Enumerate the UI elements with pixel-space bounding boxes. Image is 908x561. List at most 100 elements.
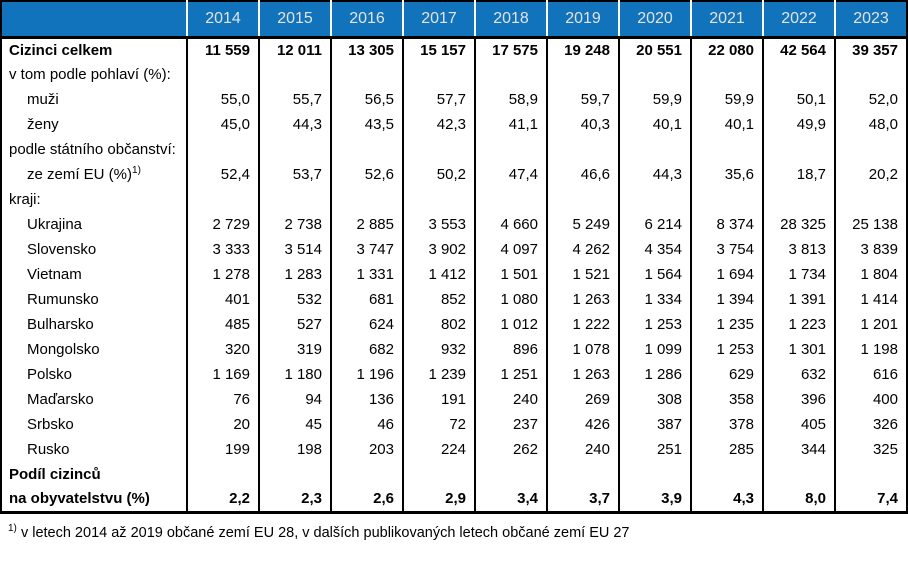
year-header: 2019: [546, 1, 619, 39]
table-row: podle státního občanství:: [1, 137, 907, 162]
cell-value: 19 248: [546, 37, 619, 62]
cell-value: [330, 137, 403, 162]
cell-value: 3,4: [474, 487, 547, 512]
cell-value: 1 263: [546, 362, 619, 387]
cell-value: 199: [186, 437, 259, 462]
cell-value: 4 262: [546, 237, 619, 262]
cell-value: 3 754: [690, 237, 763, 262]
cell-value: 3 902: [402, 237, 475, 262]
cell-value: 20,2: [834, 162, 907, 187]
cell-value: 1 198: [834, 337, 907, 362]
cell-value: 1 012: [474, 312, 547, 337]
table-row: Maďarsko 76 94 136 191 240 269 308 358 396 400: [1, 387, 907, 412]
table-row: ze zemí EU (%)1) 52,4 53,7 52,6 50,2 47,4 46,6…: [1, 162, 907, 187]
cell-value: 191: [402, 387, 475, 412]
cell-value: 1 235: [690, 312, 763, 337]
cell-value: 4 097: [474, 237, 547, 262]
footnote-marker: 1): [8, 522, 17, 534]
cell-value: 15 157: [402, 37, 475, 62]
table-row: Polsko 1 169 1 180 1 196 1 239 1 251 1 263 1 28…: [1, 362, 907, 387]
cell-value: 11 559: [186, 37, 259, 62]
cell-value: 240: [474, 387, 547, 412]
cell-value: 320: [186, 337, 259, 362]
cell-value: [402, 462, 475, 487]
row-label-text: Ukrajina: [27, 216, 83, 233]
cell-value: 1 223: [762, 312, 835, 337]
cell-value: 3 747: [330, 237, 403, 262]
row-label-text: kraji:: [9, 191, 41, 208]
cell-value: [762, 62, 835, 87]
row-label-text: Maďarsko: [27, 391, 94, 408]
cell-value: [618, 137, 691, 162]
table-body: Cizinci celkem 11 559 12 011 13 305 15 157 17…: [1, 37, 907, 512]
row-label-text: v tom podle pohlaví (%):: [9, 66, 171, 83]
year-header: 2017: [402, 1, 475, 39]
cell-value: 49,9: [762, 112, 835, 137]
cell-value: [258, 462, 331, 487]
cell-value: 852: [402, 287, 475, 312]
cell-value: 485: [186, 312, 259, 337]
cell-value: [762, 187, 835, 212]
cell-value: [474, 137, 547, 162]
cell-value: [762, 137, 835, 162]
row-label: Ukrajina: [1, 212, 187, 237]
cell-value: 319: [258, 337, 331, 362]
table-row: na obyvatelstvu (%) 2,2 2,3 2,6 2,9 3,4 3,7 3,9…: [1, 487, 907, 512]
cell-value: 35,6: [690, 162, 763, 187]
cell-value: 405: [762, 412, 835, 437]
cell-value: 50,1: [762, 87, 835, 112]
cell-value: 42,3: [402, 112, 475, 137]
cell-value: [690, 462, 763, 487]
cell-value: 2 738: [258, 212, 331, 237]
header-row: 2014 2015 2016 2017 2018 2019 2020 2021 2022 2023: [1, 1, 907, 39]
cell-value: 387: [618, 412, 691, 437]
cell-value: 2 885: [330, 212, 403, 237]
cell-value: 358: [690, 387, 763, 412]
cell-value: [690, 187, 763, 212]
cell-value: 55,7: [258, 87, 331, 112]
cell-value: 1 286: [618, 362, 691, 387]
table-row: kraji:: [1, 187, 907, 212]
cell-value: 1 521: [546, 262, 619, 287]
table-row: Rumunsko 401 532 681 852 1 080 1 263 1 334 1 394…: [1, 287, 907, 312]
cell-value: 1 196: [330, 362, 403, 387]
row-label-text: Bulharsko: [27, 316, 94, 333]
table-row: v tom podle pohlaví (%):: [1, 62, 907, 87]
cell-value: 53,7: [258, 162, 331, 187]
cell-value: 94: [258, 387, 331, 412]
cell-value: [546, 462, 619, 487]
cell-value: 396: [762, 387, 835, 412]
cell-value: 1 080: [474, 287, 547, 312]
cell-value: 8,0: [762, 487, 835, 512]
row-label: ze zemí EU (%)1): [1, 162, 187, 187]
cell-value: [258, 187, 331, 212]
row-label: podle státního občanství:: [1, 137, 187, 162]
cell-value: 1 253: [690, 337, 763, 362]
cell-value: 3 839: [834, 237, 907, 262]
cell-value: 43,5: [330, 112, 403, 137]
cell-value: 136: [330, 387, 403, 412]
cell-value: [330, 462, 403, 487]
cell-value: 325: [834, 437, 907, 462]
year-header: 2021: [690, 1, 763, 39]
cell-value: [474, 462, 547, 487]
cell-value: 285: [690, 437, 763, 462]
cell-value: 6 214: [618, 212, 691, 237]
cell-value: 1 564: [618, 262, 691, 287]
table-row: ženy 45,0 44,3 43,5 42,3 41,1 40,3 40,1 40,1 49,9…: [1, 112, 907, 137]
footnote: 1) v letech 2014 až 2019 občané zemí EU …: [8, 522, 908, 540]
cell-value: [474, 62, 547, 87]
cell-value: 2,9: [402, 487, 475, 512]
cell-value: 896: [474, 337, 547, 362]
cell-value: 12 011: [258, 37, 331, 62]
cell-value: 682: [330, 337, 403, 362]
table-row: Slovensko 3 333 3 514 3 747 3 902 4 097 4 262 4…: [1, 237, 907, 262]
cell-value: 1 099: [618, 337, 691, 362]
cell-value: [330, 62, 403, 87]
cell-value: 8 374: [690, 212, 763, 237]
cell-value: 240: [546, 437, 619, 462]
row-label: ženy: [1, 112, 187, 137]
cell-value: 48,0: [834, 112, 907, 137]
year-header: 2023: [834, 1, 907, 39]
cell-value: 46: [330, 412, 403, 437]
